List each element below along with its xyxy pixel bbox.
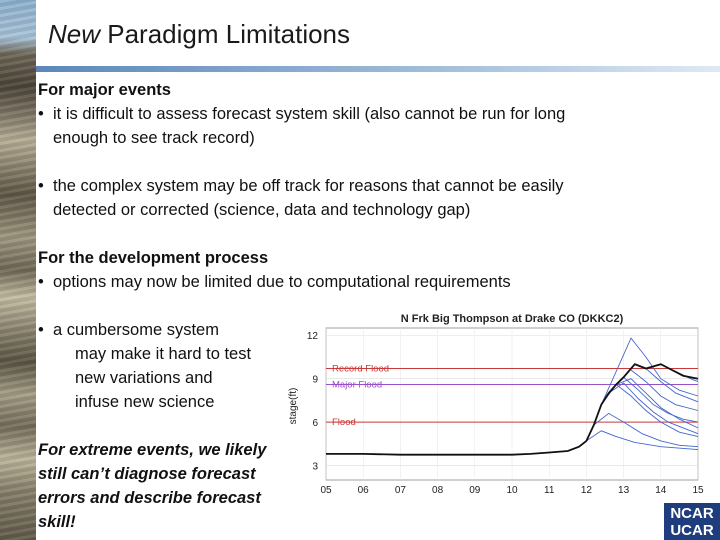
chart-x-tick-label: 13	[618, 485, 630, 496]
chart-threshold-label: Major Flood	[332, 379, 382, 390]
chart-x-tick-label: 14	[655, 485, 667, 496]
chart-forecast-line	[586, 430, 699, 451]
chart-threshold-label: Flood	[332, 417, 356, 428]
extreme-line: For extreme events, we likely	[38, 441, 267, 459]
dev-bullet-2-line: may make it hard to test	[75, 345, 252, 363]
chart-forecast-line	[593, 412, 699, 448]
development-heading: For the development process	[38, 249, 269, 267]
title-italic-part: New	[48, 19, 101, 49]
chart-x-tick-label: 05	[320, 485, 332, 496]
chart-threshold-label: Record Flood	[332, 364, 389, 375]
bullet-dot: •	[38, 273, 44, 291]
bullet-dot: •	[38, 177, 44, 195]
chart-x-tick-label: 09	[469, 485, 481, 496]
title-rule	[36, 66, 720, 72]
major-events-heading: For major events	[38, 81, 171, 99]
chart-forecast-line	[630, 369, 699, 411]
chart-forecast-line	[623, 376, 699, 423]
major-bullet-1-line-1: it is difficult to assess forecast syste…	[53, 105, 566, 123]
chart-forecast-line	[645, 368, 699, 403]
chart-x-tick-label: 06	[358, 485, 370, 496]
dev-bullet-2-line: a cumbersome system	[53, 321, 219, 339]
chart-y-tick-label: 9	[312, 375, 318, 386]
dev-bullet-1: options may now be limited due to comput…	[53, 273, 511, 291]
chart-y-tick-label: 12	[307, 331, 319, 342]
chart-y-tick-label: 6	[312, 418, 318, 429]
chart-observed-line	[326, 363, 699, 456]
dev-bullet-2-line: new variations and	[75, 369, 213, 387]
chart-x-tick-label: 08	[432, 485, 444, 496]
logo-line-ucar: UCAR	[670, 522, 714, 539]
bullet-dot: •	[38, 321, 44, 339]
stage-forecast-chart: N Frk Big Thompson at Drake CO (DKKC2) s…	[288, 313, 704, 496]
chart-forecast-line	[608, 382, 699, 435]
dev-bullet-2-line: infuse new science	[75, 393, 215, 411]
chart-x-tick-label: 10	[506, 485, 518, 496]
logo-line-ncar: NCAR	[670, 505, 714, 522]
chart-x-tick-label: 11	[544, 485, 555, 496]
extreme-line: still can’t diagnose forecast	[38, 465, 256, 483]
title-rest-part: Paradigm Limitations	[100, 19, 351, 49]
chart-y-tick-label: 3	[312, 462, 318, 473]
chart-title: N Frk Big Thompson at Drake CO (DKKC2)	[401, 313, 624, 325]
dev-bullet-2: a cumbersome system may make it hard to …	[53, 318, 251, 414]
major-bullet-2-line-1: the complex system may be off track for …	[53, 177, 564, 195]
chart-x-tick-label: 12	[581, 485, 593, 496]
extreme-events-note: For extreme events, we likely still can’…	[38, 438, 288, 534]
bullet-dot: •	[38, 105, 44, 123]
extreme-line: skill!	[38, 513, 76, 531]
chart-x-tick-label: 15	[692, 485, 704, 496]
ncar-ucar-logo: NCAR UCAR	[664, 503, 720, 540]
extreme-line: errors and describe forecast	[38, 489, 261, 507]
major-bullet-2-line-2: detected or corrected (science, data and…	[53, 201, 471, 219]
major-bullet-1-line-2: enough to see track record)	[53, 129, 255, 147]
slide-title: New Paradigm Limitations	[48, 19, 350, 50]
chart-x-tick-label: 07	[395, 485, 407, 496]
chart-forecast-line	[616, 378, 699, 429]
chart-y-axis-label: stage(ft)	[288, 388, 299, 425]
chart-forecast-line	[600, 337, 699, 405]
side-landscape-photo	[0, 0, 36, 540]
